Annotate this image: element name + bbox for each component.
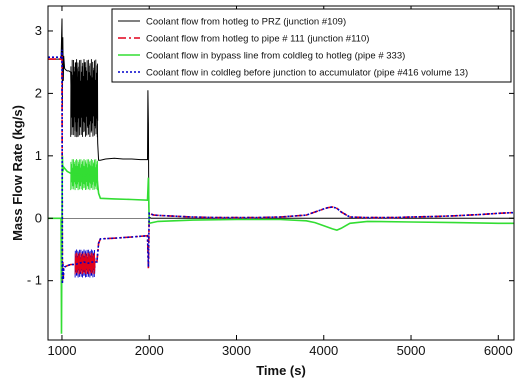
series-line-4 <box>48 49 514 284</box>
legend-label-1: Coolant flow from hotleg to PRZ (junctio… <box>146 17 346 28</box>
x-tick-label: 2000 <box>135 343 164 358</box>
ticks-layer: 1000 2000 3000 4000 5000 6000 3 2 1 0 - 1 <box>27 6 514 358</box>
x-tick-label: 4000 <box>309 343 338 358</box>
series-line-3 <box>48 155 514 334</box>
series-oscillation-band <box>70 158 99 191</box>
y-tick-label: - 1 <box>27 273 42 288</box>
x-axis-label: Time (s) <box>256 363 306 378</box>
y-axis-label: Mass Flow Rate (kg/s) <box>10 105 25 241</box>
x-tick-label: 1000 <box>48 343 77 358</box>
legend: Coolant flow from hotleg to PRZ (junctio… <box>111 8 512 83</box>
legend-box <box>111 8 512 83</box>
legend-label-3: Coolant flow in bypass line from coldleg… <box>146 51 405 62</box>
y-tick-label: 0 <box>35 210 42 225</box>
legend-label-4: Coolant flow in coldleg before junction … <box>146 68 468 79</box>
series-layer <box>48 18 514 334</box>
plot-frame <box>47 5 515 341</box>
x-tick-label: 3000 <box>222 343 251 358</box>
series-line-2 <box>48 55 514 281</box>
series-line-1 <box>48 18 514 219</box>
y-tick-label: 1 <box>35 148 42 163</box>
y-tick-label: 2 <box>35 85 42 100</box>
y-tick-label: 3 <box>35 23 42 38</box>
x-tick-label: 6000 <box>484 343 513 358</box>
x-tick-label: 5000 <box>397 343 426 358</box>
legend-label-2: Coolant flow from hotleg to pipe # 111 (… <box>146 34 369 45</box>
